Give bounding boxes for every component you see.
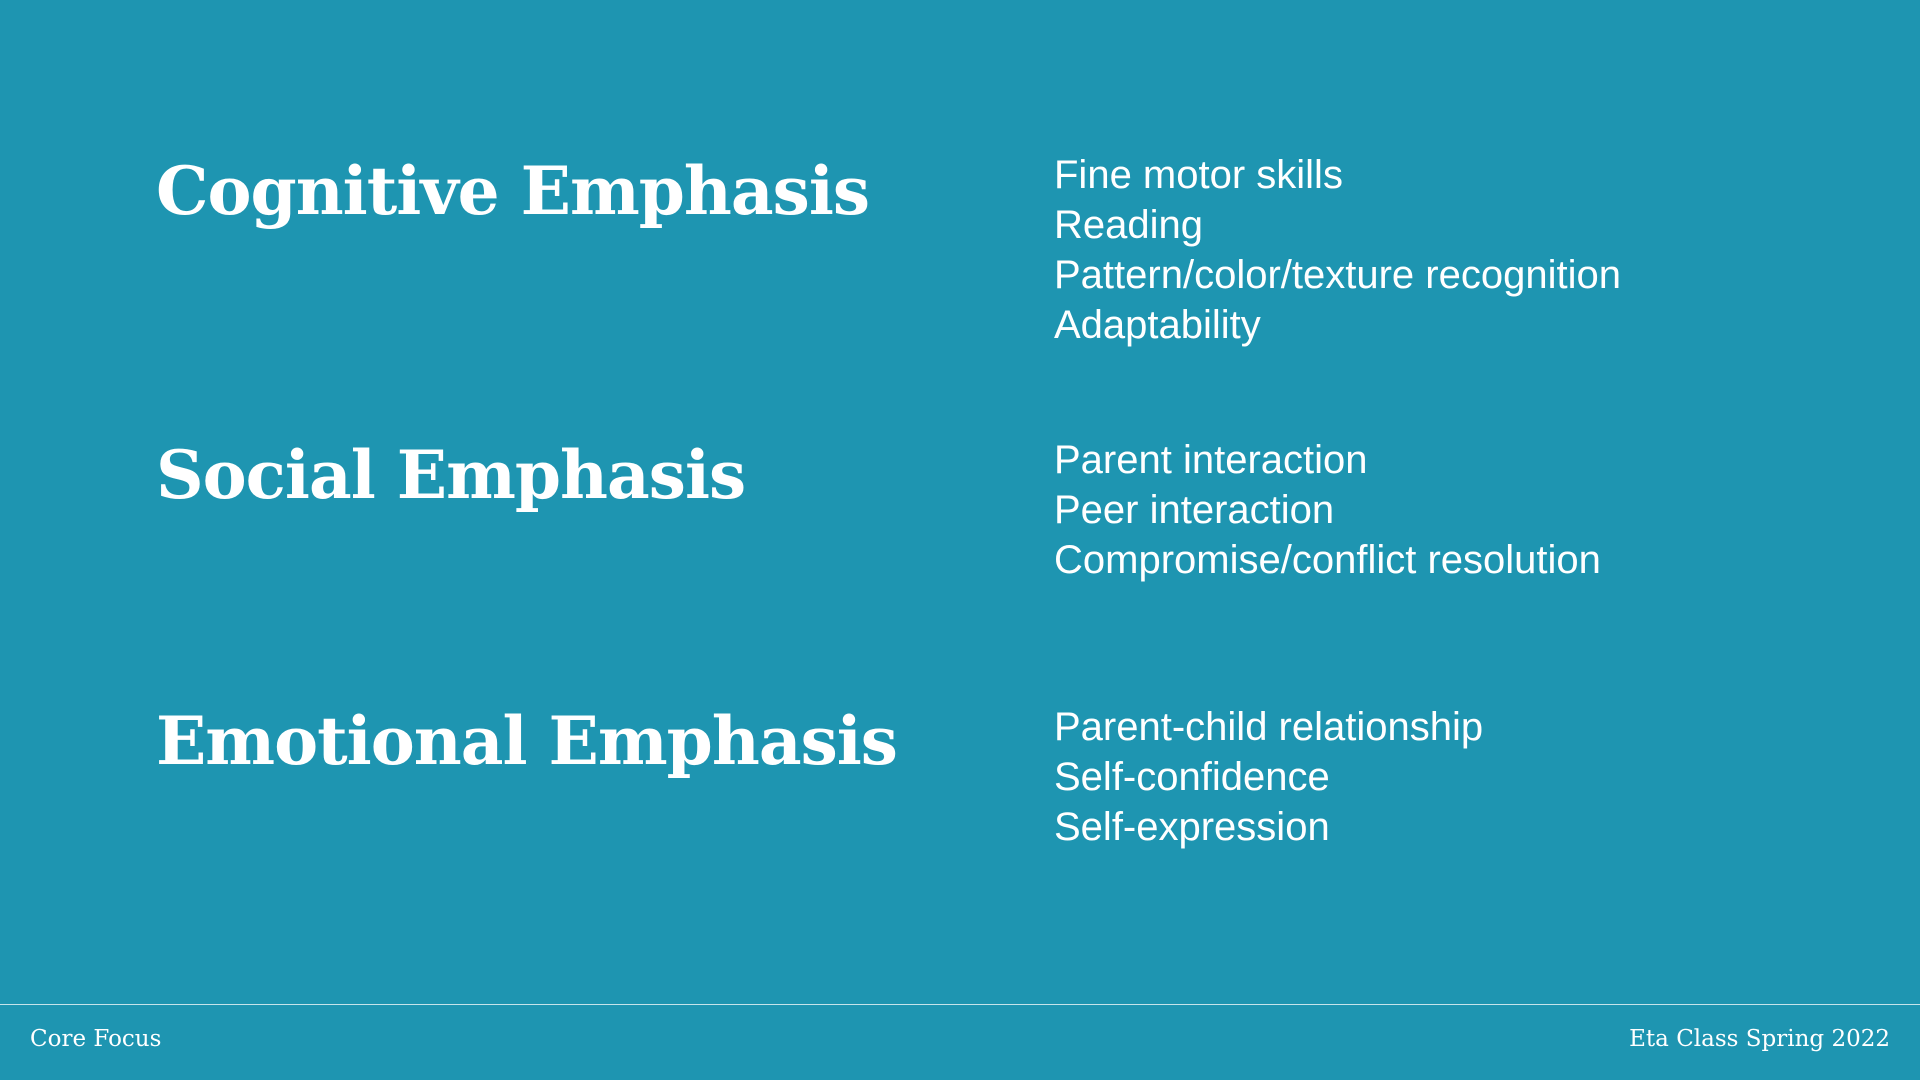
footer-left-label: Core Focus — [30, 1026, 162, 1052]
footer-right-label: Eta Class Spring 2022 — [1629, 1026, 1890, 1052]
list-item: Compromise/conflict resolution — [1054, 538, 1601, 582]
section-items-social: Parent interaction Peer interaction Comp… — [1054, 435, 1601, 585]
list-item: Self-confidence — [1054, 755, 1330, 799]
list-item: Parent-child relationship — [1054, 705, 1484, 749]
section-heading-social: Social Emphasis — [156, 436, 746, 514]
list-item: Self-expression — [1054, 805, 1330, 849]
list-item: Reading — [1054, 203, 1204, 247]
section-heading-cognitive: Cognitive Emphasis — [156, 152, 870, 230]
section-heading-emotional: Emotional Emphasis — [156, 702, 898, 780]
list-item: Adaptability — [1054, 303, 1261, 347]
list-item: Pattern/color/texture recognition — [1054, 253, 1621, 297]
section-items-cognitive: Fine motor skills Reading Pattern/color/… — [1054, 150, 1621, 350]
list-item: Peer interaction — [1054, 488, 1335, 532]
list-item: Parent interaction — [1054, 438, 1368, 482]
list-item: Fine motor skills — [1054, 153, 1343, 197]
section-items-emotional: Parent-child relationship Self-confidenc… — [1054, 702, 1483, 852]
footer-divider — [0, 1004, 1920, 1005]
